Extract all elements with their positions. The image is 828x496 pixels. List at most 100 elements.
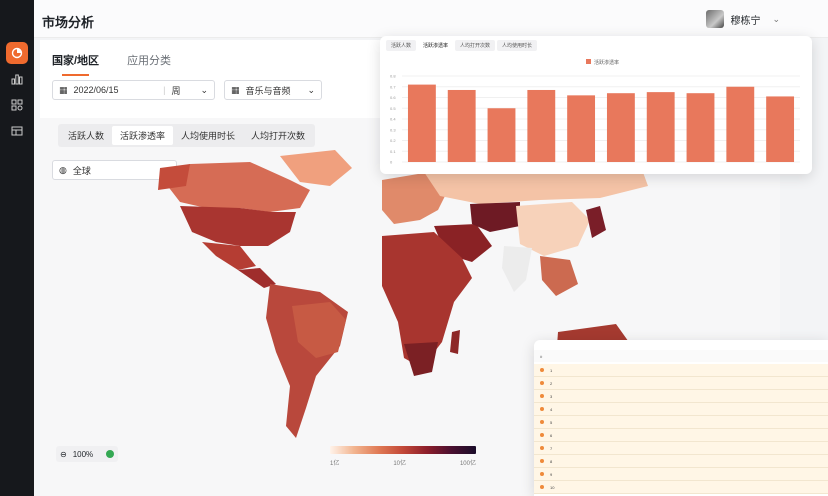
- row-rank: 7: [550, 445, 553, 451]
- bar[interactable]: [766, 96, 795, 162]
- metric-segment: 活跃人数 活跃渗透率 人均使用时长 人均打开次数: [58, 124, 316, 147]
- bar[interactable]: [726, 86, 755, 162]
- globe-icon: ◍: [59, 164, 67, 175]
- row-marker-icon: [540, 394, 544, 398]
- date-picker[interactable]: ▦ 2022/06/15 | 周 ⌄: [52, 80, 215, 100]
- category-select[interactable]: ▦ 音乐与音频 ⌄: [224, 80, 322, 100]
- row-marker-icon: [540, 420, 544, 424]
- table-row[interactable]: 8: [534, 455, 828, 468]
- map-region-india[interactable]: [502, 246, 532, 292]
- bar[interactable]: [447, 89, 476, 162]
- y-tick-label: 0.3: [390, 127, 396, 132]
- map-region-southeast-asia[interactable]: [540, 256, 578, 296]
- calendar-icon: ▦: [59, 84, 68, 95]
- table-row[interactable]: 6: [534, 429, 828, 442]
- map-region-madagascar[interactable]: [450, 330, 460, 354]
- row-rank: 4: [550, 406, 553, 412]
- bar-chart: 活跃渗透率 0.8 0.7 0.6 0.5 0.4 0.3 0.2 0.1 0: [390, 59, 800, 165]
- floating-bar-chart-card: 活跃人数 活跃渗透率 人均打开次数 人均使用时长 活跃渗透率 0.8 0.7 0.6 0…: [380, 36, 812, 174]
- page-title: 市场分析: [42, 15, 95, 30]
- bar[interactable]: [487, 108, 516, 162]
- tab-country-region[interactable]: 国家/地区: [52, 52, 99, 76]
- y-tick-label: 0.1: [390, 149, 396, 154]
- map-region-central-america[interactable]: [238, 268, 276, 288]
- table-row[interactable]: 7: [534, 442, 828, 455]
- zoom-in-icon[interactable]: [106, 450, 114, 458]
- chevron-down-icon: ⌄: [772, 13, 780, 24]
- category-icon: ▦: [231, 84, 240, 95]
- divider: |: [163, 85, 166, 95]
- zoom-value: 100%: [72, 449, 94, 459]
- bar[interactable]: [646, 92, 675, 162]
- map-region-china[interactable]: [516, 202, 590, 256]
- user-menu[interactable]: 穆栋宁 ⌄: [706, 10, 780, 28]
- main-tabs: 国家/地区 应用分类: [52, 52, 172, 76]
- row-rank: 3: [550, 393, 553, 399]
- row-marker-icon: [540, 368, 544, 372]
- world-map: [158, 150, 656, 438]
- y-tick-label: 0.4: [390, 117, 396, 122]
- fc-tab-usage-time[interactable]: 人均使用时长: [497, 40, 538, 51]
- map-region-brazil[interactable]: [292, 302, 346, 358]
- table-row[interactable]: 3: [534, 390, 828, 403]
- metric-open-count[interactable]: 人均打开次数: [251, 131, 306, 141]
- zoom-control[interactable]: ⊖ 100%: [56, 446, 118, 462]
- date-value: 2022/06/15: [73, 85, 119, 95]
- row-marker-icon: [540, 446, 544, 450]
- map-region-africa[interactable]: [382, 232, 472, 368]
- map-region-south-africa[interactable]: [404, 342, 438, 376]
- row-marker-icon: [540, 407, 544, 411]
- y-tick-label: 0.5: [390, 106, 396, 111]
- metric-active-users[interactable]: 活跃人数: [68, 131, 105, 141]
- y-tick-label: 0: [390, 160, 393, 165]
- metric-usage-time[interactable]: 人均使用时长: [181, 131, 236, 141]
- row-rank: 2: [550, 380, 553, 386]
- fc-tab-active-users[interactable]: 活跃人数: [386, 40, 417, 51]
- fc-tab-open-count[interactable]: 人均打开次数: [455, 40, 496, 51]
- map-region-greenland[interactable]: [280, 150, 352, 186]
- row-marker-icon: [540, 472, 544, 476]
- tab-app-category[interactable]: 应用分类: [127, 55, 172, 67]
- legend-label: 活跃渗透率: [594, 59, 619, 66]
- table-row[interactable]: 5: [534, 416, 828, 429]
- chevron-down-icon: ⌄: [200, 84, 208, 95]
- table-row[interactable]: 10: [534, 481, 828, 494]
- row-marker-icon: [540, 485, 544, 489]
- color-legend-labels: 1亿 10亿 100亿: [330, 458, 476, 467]
- floating-chart-tabs: 活跃人数 活跃渗透率 人均打开次数 人均使用时长: [386, 40, 538, 51]
- y-tick-label: 0.6: [390, 95, 396, 100]
- bar[interactable]: [686, 93, 715, 162]
- bar[interactable]: [567, 95, 596, 162]
- zoom-out-icon[interactable]: ⊖: [60, 449, 67, 459]
- legend-min: 1亿: [330, 461, 340, 467]
- row-rank: 5: [550, 419, 553, 425]
- color-legend: [330, 446, 476, 454]
- bar[interactable]: [606, 93, 635, 162]
- row-rank: 6: [550, 432, 553, 438]
- map-region-alaska[interactable]: [158, 164, 190, 190]
- map-region-korea-japan[interactable]: [586, 206, 606, 238]
- table-row[interactable]: 1: [534, 364, 828, 377]
- map-region-usa[interactable]: [180, 206, 296, 246]
- table-row[interactable]: 2: [534, 377, 828, 390]
- sidebar-item-overview[interactable]: [6, 42, 28, 64]
- bar[interactable]: [407, 84, 436, 162]
- sidebar-item-apps[interactable]: [6, 94, 28, 116]
- bar-chart-icon: [11, 74, 23, 85]
- bar[interactable]: [527, 89, 556, 162]
- table-row[interactable]: 9: [534, 468, 828, 481]
- sidebar-item-table[interactable]: [6, 120, 28, 142]
- sidebar-item-stats[interactable]: [6, 68, 28, 90]
- chevron-down-icon: ⌄: [307, 84, 315, 95]
- map-region-canada[interactable]: [160, 162, 310, 212]
- row-rank: 10: [550, 484, 555, 490]
- table-row[interactable]: 4: [534, 403, 828, 416]
- map-region-mexico[interactable]: [202, 242, 256, 270]
- metric-penetration[interactable]: 活跃渗透率: [112, 126, 174, 145]
- fc-tab-penetration[interactable]: 活跃渗透率: [418, 40, 454, 51]
- legend-max: 100亿: [459, 461, 476, 467]
- map-region-central-asia[interactable]: [470, 202, 520, 232]
- floating-ranking-table: # 1 2 3 4 5 6 7 8 9 10: [534, 340, 828, 496]
- legend-swatch: [586, 59, 591, 64]
